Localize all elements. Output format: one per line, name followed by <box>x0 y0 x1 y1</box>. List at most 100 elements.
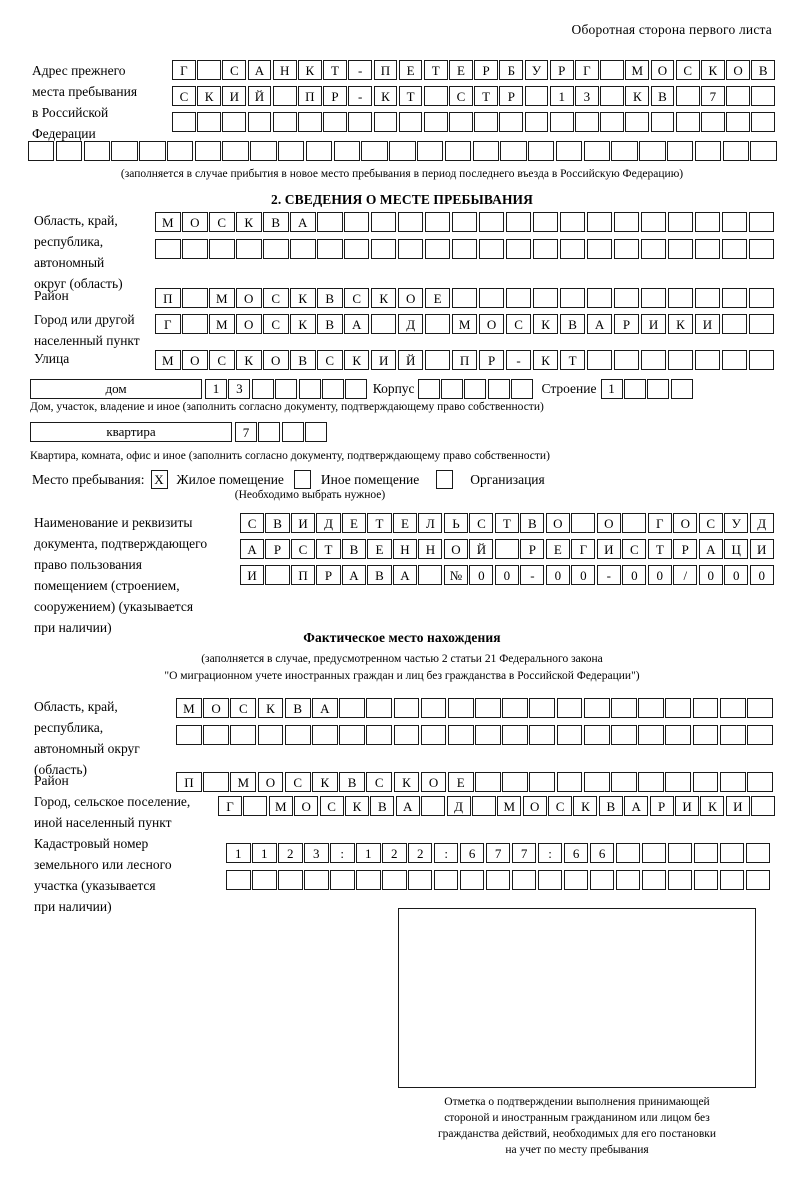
char-cell[interactable]: И <box>240 565 265 585</box>
char-cell[interactable] <box>559 212 586 232</box>
char-cell[interactable] <box>28 141 55 161</box>
char-cell[interactable]: О <box>522 796 547 816</box>
char-cell[interactable]: - <box>596 565 621 585</box>
char-cell[interactable] <box>423 86 448 106</box>
char-cell[interactable] <box>339 698 365 718</box>
char-cell[interactable]: А <box>240 539 265 559</box>
char-cell[interactable] <box>370 239 397 259</box>
char-cell[interactable]: С <box>284 772 311 792</box>
char-cell[interactable] <box>693 870 719 890</box>
confirmation-stamp-box[interactable] <box>398 908 756 1088</box>
stroenie-cell[interactable] <box>623 378 646 399</box>
char-cell[interactable]: 1 <box>226 843 251 863</box>
char-cell[interactable]: Р <box>673 539 698 559</box>
char-cell[interactable]: К <box>370 288 397 308</box>
char-cell[interactable]: Е <box>447 772 474 792</box>
char-cell[interactable] <box>586 288 613 308</box>
char-cell[interactable]: Р <box>613 314 640 334</box>
char-cell[interactable]: О <box>262 350 289 370</box>
char-cell[interactable]: 1 <box>251 843 277 863</box>
char-cell[interactable] <box>556 725 583 745</box>
char-cell[interactable] <box>250 141 277 161</box>
char-cell[interactable] <box>611 698 637 718</box>
char-cell[interactable]: В <box>262 212 289 232</box>
char-cell[interactable] <box>424 212 451 232</box>
char-cell[interactable]: О <box>181 350 208 370</box>
stroenie-cell[interactable]: 1 <box>600 378 623 399</box>
char-cell[interactable]: И <box>725 796 750 816</box>
char-cell[interactable] <box>194 141 222 161</box>
char-cell[interactable]: М <box>155 212 181 232</box>
char-cell[interactable]: К <box>700 60 725 80</box>
char-cell[interactable]: А <box>392 565 417 585</box>
prev-address-row[interactable] <box>172 112 777 132</box>
char-cell[interactable] <box>447 698 474 718</box>
char-cell[interactable]: О <box>596 513 621 533</box>
char-cell[interactable]: С <box>240 513 265 533</box>
char-cell[interactable]: 2 <box>381 843 407 863</box>
char-cell[interactable] <box>555 141 583 161</box>
char-cell[interactable]: С <box>262 314 289 334</box>
char-cell[interactable]: А <box>289 212 316 232</box>
char-cell[interactable] <box>197 60 221 80</box>
checkbox-residential[interactable]: X <box>150 470 168 489</box>
char-cell[interactable] <box>748 314 775 334</box>
house-cell[interactable] <box>275 378 298 399</box>
char-cell[interactable] <box>667 350 694 370</box>
char-cell[interactable] <box>721 288 748 308</box>
char-cell[interactable]: К <box>311 772 338 792</box>
char-cell[interactable] <box>262 239 289 259</box>
char-cell[interactable] <box>721 314 748 334</box>
char-cell[interactable]: К <box>700 796 725 816</box>
actual-region-row[interactable] <box>176 725 774 745</box>
char-cell[interactable]: 2 <box>407 843 433 863</box>
char-cell[interactable]: Г <box>218 796 242 816</box>
char-cell[interactable] <box>272 112 297 132</box>
char-cell[interactable] <box>721 239 748 259</box>
char-cell[interactable] <box>181 288 208 308</box>
cadastral-row[interactable] <box>226 870 772 890</box>
char-cell[interactable]: Г <box>575 60 599 80</box>
char-cell[interactable] <box>424 314 451 334</box>
char-cell[interactable] <box>600 86 624 106</box>
char-cell[interactable] <box>524 112 549 132</box>
char-cell[interactable]: В <box>289 350 316 370</box>
char-cell[interactable] <box>640 350 667 370</box>
char-cell[interactable] <box>339 725 365 745</box>
char-cell[interactable] <box>355 870 381 890</box>
char-cell[interactable]: : <box>537 843 563 863</box>
char-cell[interactable] <box>203 725 229 745</box>
char-cell[interactable]: К <box>532 314 559 334</box>
char-cell[interactable]: Т <box>474 86 499 106</box>
char-cell[interactable]: А <box>311 698 338 718</box>
char-cell[interactable]: : <box>433 843 459 863</box>
char-cell[interactable]: В <box>341 539 367 559</box>
char-cell[interactable] <box>478 288 505 308</box>
char-cell[interactable]: А <box>395 796 420 816</box>
char-cell[interactable] <box>471 796 496 816</box>
char-cell[interactable]: С <box>698 513 723 533</box>
char-cell[interactable] <box>611 772 637 792</box>
char-cell[interactable] <box>155 239 181 259</box>
prev-address-wide-row[interactable] <box>28 141 778 161</box>
char-cell[interactable]: К <box>344 796 369 816</box>
char-cell[interactable]: К <box>373 86 398 106</box>
char-cell[interactable] <box>559 288 586 308</box>
char-cell[interactable] <box>586 212 613 232</box>
char-cell[interactable]: А <box>341 565 367 585</box>
char-cell[interactable] <box>529 772 556 792</box>
char-cell[interactable] <box>719 725 746 745</box>
char-cell[interactable]: Р <box>520 539 545 559</box>
char-cell[interactable]: 0 <box>647 565 672 585</box>
char-cell[interactable] <box>449 112 473 132</box>
char-cell[interactable] <box>444 141 472 161</box>
char-cell[interactable] <box>748 350 775 370</box>
char-cell[interactable] <box>111 141 138 161</box>
char-cell[interactable]: К <box>625 86 650 106</box>
char-cell[interactable]: О <box>673 513 698 533</box>
char-cell[interactable] <box>424 350 451 370</box>
char-cell[interactable] <box>505 212 532 232</box>
